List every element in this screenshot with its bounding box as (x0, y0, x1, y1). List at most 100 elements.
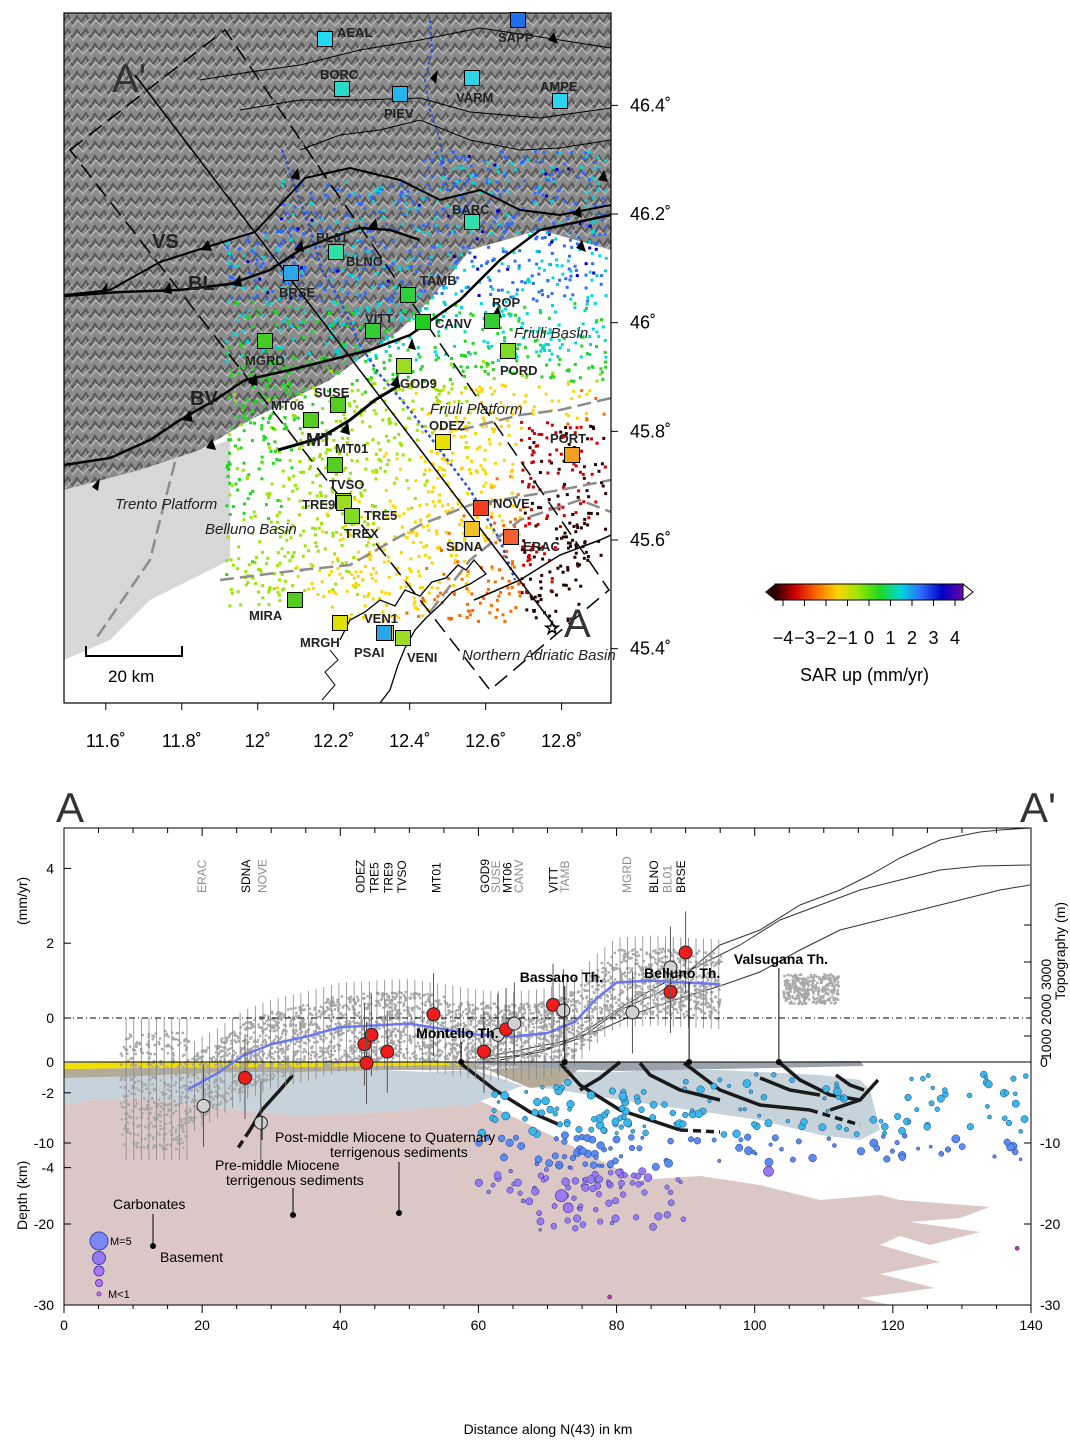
insar-sample (600, 985, 604, 988)
station-marker (464, 521, 480, 537)
insar-pixel (494, 461, 497, 465)
station-marker (332, 615, 348, 631)
insar-sample (326, 1051, 329, 1054)
profile-end-a-label: A (56, 784, 84, 831)
insar-sample (548, 1012, 551, 1015)
insar-sample (203, 1088, 207, 1092)
insar-pixel (371, 257, 375, 261)
insar-pixel (412, 317, 416, 321)
insar-sample (388, 1010, 391, 1013)
insar-pixel (555, 258, 558, 262)
insar-pixel (460, 155, 464, 159)
insar-pixel (438, 581, 442, 585)
insar-pixel (487, 579, 490, 583)
insar-sample (263, 1022, 267, 1025)
insar-pixel (342, 413, 346, 417)
insar-pixel (400, 317, 404, 321)
insar-pixel (378, 283, 382, 287)
insar-pixel (378, 210, 382, 214)
insar-pixel (242, 511, 246, 515)
insar-sample (283, 1016, 286, 1019)
insar-sample (805, 979, 808, 983)
insar-pixel (475, 237, 479, 241)
insar-pixel (555, 282, 559, 286)
insar-sample (610, 993, 613, 997)
insar-pixel (334, 582, 338, 586)
insar-pixel (534, 237, 538, 241)
insar-pixel (278, 578, 282, 582)
insar-pixel (372, 408, 376, 412)
insar-sample (175, 1139, 179, 1142)
insar-sample (308, 1007, 311, 1010)
insar-pixel (253, 251, 257, 255)
insar-pixel (383, 560, 387, 564)
insar-sample (179, 1078, 182, 1081)
insar-pixel (600, 370, 604, 374)
insar-sample (623, 1003, 626, 1006)
insar-sample (530, 1056, 534, 1059)
insar-sample (212, 1097, 215, 1101)
insar-pixel (353, 410, 357, 414)
insar-pixel (330, 395, 333, 399)
insar-pixel (528, 234, 532, 238)
insar-sample (336, 998, 339, 1001)
insar-sample (662, 978, 666, 982)
insar-sample (161, 1091, 164, 1094)
insar-sample (287, 1064, 290, 1067)
insar-sample (283, 1073, 286, 1076)
insar-sample (476, 1047, 479, 1051)
insar-pixel (493, 580, 497, 584)
insar-pixel (413, 497, 417, 500)
insar-pixel (538, 546, 542, 550)
insar-pixel (507, 265, 510, 269)
insar-sample (317, 1025, 320, 1029)
insar-pixel (324, 429, 328, 433)
insar-pixel (534, 160, 538, 164)
insar-pixel (442, 286, 446, 290)
insar-pixel (537, 506, 540, 510)
insar-sample (280, 1018, 283, 1021)
insar-sample (609, 977, 613, 980)
insar-pixel (454, 415, 458, 419)
insar-sample (374, 1046, 378, 1049)
insar-sample (533, 1067, 536, 1071)
insar-pixel (568, 426, 572, 430)
insar-pixel (351, 218, 355, 222)
insar-sample (689, 972, 692, 975)
insar-pixel (288, 559, 292, 563)
insar-pixel (557, 323, 561, 327)
insar-sample (477, 1020, 480, 1023)
insar-sample (302, 1020, 305, 1024)
insar-sample (159, 1110, 162, 1113)
insar-sample (321, 1053, 325, 1057)
insar-pixel (530, 329, 534, 333)
insar-pixel (324, 451, 328, 455)
insar-pixel (281, 184, 284, 188)
insar-sample (250, 1047, 254, 1050)
insar-pixel (403, 187, 406, 191)
insar-pixel (411, 370, 415, 373)
map-y-tick-label: 46˚ (630, 313, 656, 333)
insar-sample (272, 1029, 275, 1033)
insar-sample (692, 955, 695, 958)
insar-sample (605, 1004, 608, 1007)
insar-pixel (384, 223, 388, 226)
insar-sample (241, 1068, 244, 1071)
insar-pixel (306, 249, 310, 253)
insar-pixel (340, 287, 344, 291)
insar-sample (369, 996, 372, 999)
insar-sample (151, 1097, 154, 1101)
insar-sample (456, 1033, 460, 1036)
insar-sample (187, 1072, 191, 1075)
insar-pixel (585, 302, 589, 306)
insar-pixel (518, 249, 522, 253)
insar-pixel (225, 504, 229, 508)
insar-sample (335, 1017, 338, 1020)
insar-sample (624, 975, 627, 978)
insar-pixel (412, 540, 415, 544)
insar-pixel (261, 584, 264, 588)
station-mt06: MT06 (271, 398, 319, 428)
insar-pixel (495, 416, 499, 420)
station-label: TAMB (420, 273, 457, 288)
insar-sample (408, 1057, 412, 1060)
